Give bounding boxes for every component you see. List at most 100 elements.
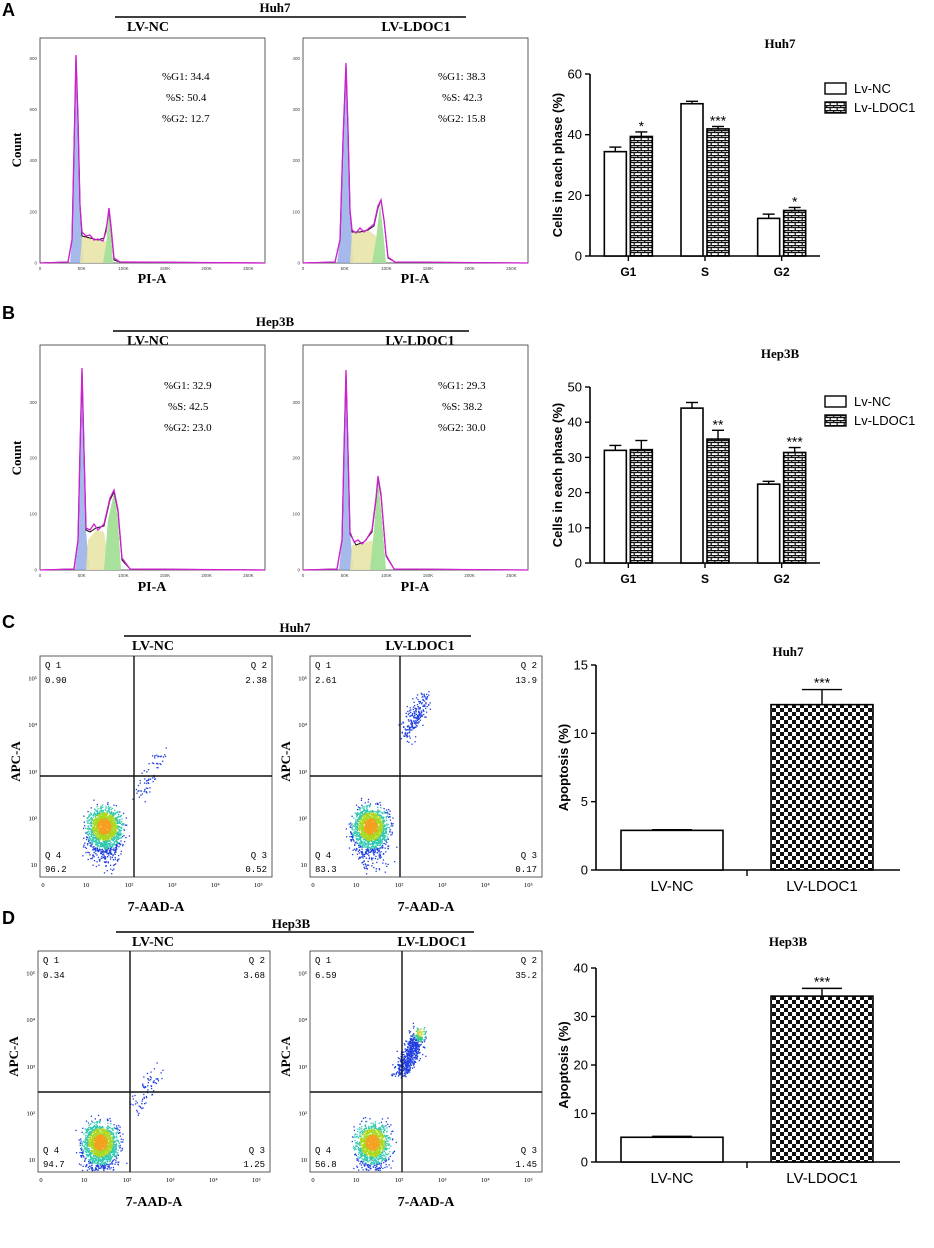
event-dot — [364, 844, 366, 846]
event-dot — [351, 853, 354, 856]
event-dot — [119, 1126, 121, 1128]
event-dot — [364, 829, 366, 831]
event-dot — [412, 726, 414, 728]
event-dot — [361, 832, 363, 835]
s-phase-fill — [86, 530, 110, 570]
event-dot — [375, 821, 377, 823]
event-dot — [100, 844, 102, 847]
event-dot — [408, 729, 411, 731]
event-dot — [379, 852, 381, 854]
event-dot — [420, 710, 423, 712]
event-dot — [97, 1130, 100, 1133]
event-dot — [116, 811, 118, 814]
event-dot — [365, 823, 367, 825]
event-dot — [116, 1139, 118, 1141]
event-dot — [381, 844, 384, 847]
event-dot — [115, 1161, 117, 1163]
event-dot — [378, 844, 381, 847]
event-dot — [115, 846, 117, 849]
event-dot — [382, 846, 384, 848]
event-dot — [372, 841, 374, 843]
event-dot — [377, 838, 379, 840]
event-dot — [85, 847, 88, 849]
event-dot — [153, 762, 155, 765]
event-dot — [117, 834, 119, 837]
event-dot — [359, 822, 361, 824]
event-dot — [111, 1152, 113, 1154]
event-dot — [101, 815, 103, 817]
event-dot — [90, 817, 93, 819]
event-dot — [113, 1124, 115, 1126]
event-dot — [377, 858, 379, 860]
event-dot — [366, 809, 369, 811]
event-dot — [417, 716, 419, 718]
event-dot — [112, 1151, 114, 1153]
event-dot — [97, 819, 99, 821]
event-dot — [109, 829, 111, 831]
event-dot — [92, 813, 95, 815]
event-dot — [91, 1167, 93, 1170]
event-dot — [100, 813, 102, 816]
event-dot — [365, 811, 367, 813]
event-dot — [92, 841, 94, 843]
event-dot — [394, 861, 396, 863]
event-dot — [368, 855, 370, 857]
event-dot — [379, 840, 381, 842]
y-tick-label: 300 — [29, 400, 37, 405]
event-dot — [99, 845, 101, 848]
event-dot — [95, 1168, 97, 1170]
event-dot — [372, 818, 375, 821]
event-dot — [90, 845, 92, 848]
event-dot — [95, 823, 98, 825]
event-dot — [94, 848, 96, 850]
event-dot — [151, 777, 154, 779]
event-dot — [364, 820, 366, 822]
event-dot — [116, 840, 118, 843]
panel-letter: D — [2, 908, 15, 928]
event-dot — [382, 827, 385, 829]
event-dot — [106, 1148, 108, 1150]
event-dot — [136, 792, 138, 794]
event-dot — [361, 851, 363, 854]
event-dot — [115, 830, 117, 832]
event-dot — [113, 838, 116, 840]
event-dot — [360, 851, 362, 853]
event-dot — [94, 813, 96, 815]
event-dot — [108, 843, 110, 845]
event-dot — [112, 833, 114, 835]
event-dot — [424, 700, 426, 702]
event-dot — [100, 807, 103, 809]
event-dot — [82, 1152, 85, 1154]
event-dot — [367, 853, 369, 855]
event-dot — [385, 809, 388, 811]
event-dot — [100, 852, 102, 854]
event-dot — [108, 848, 110, 850]
event-dot — [386, 865, 388, 868]
event-dot — [378, 822, 381, 824]
y-tick-label: 400 — [29, 158, 37, 163]
event-dot — [359, 856, 361, 859]
event-dot — [357, 812, 360, 814]
event-dot — [105, 818, 107, 821]
event-dot — [100, 1134, 102, 1137]
event-dot — [105, 814, 107, 816]
event-dot — [115, 837, 117, 839]
event-dot — [106, 1126, 108, 1129]
event-dot — [91, 857, 93, 860]
event-dot — [125, 824, 128, 826]
event-dot — [111, 821, 114, 823]
event-dot — [360, 839, 362, 842]
event-dot — [416, 722, 418, 724]
x-tick-label: 150K — [160, 266, 171, 271]
event-dot — [88, 1126, 90, 1129]
event-dot — [91, 1167, 94, 1169]
event-dot — [414, 726, 416, 728]
event-dot — [99, 837, 102, 840]
stat-g1: %G1: 29.3 — [438, 380, 486, 392]
event-dot — [376, 810, 378, 813]
event-dot — [371, 835, 373, 837]
event-dot — [100, 834, 103, 837]
event-dot — [109, 847, 112, 850]
event-dot — [114, 858, 116, 861]
